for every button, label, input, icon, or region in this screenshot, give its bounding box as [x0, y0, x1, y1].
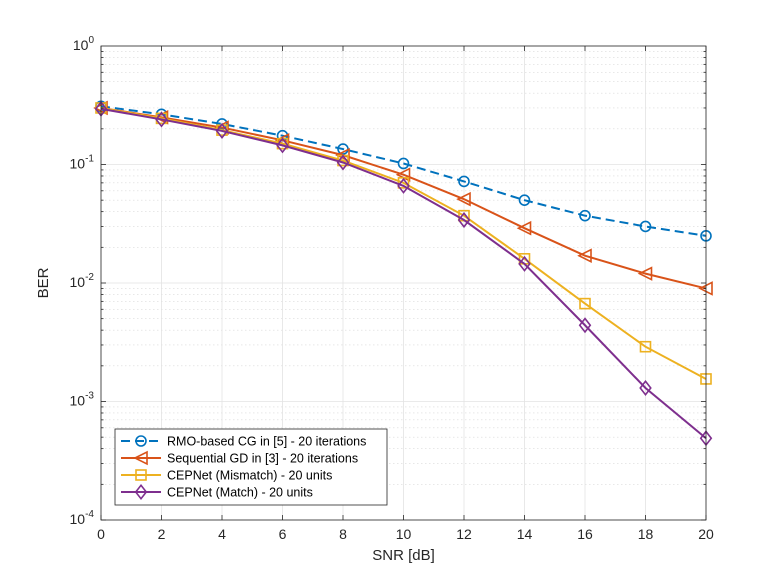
data-point — [397, 177, 410, 194]
data-point — [155, 111, 168, 128]
legend-label: CEPNet (Match) - 20 units — [167, 486, 313, 500]
data-point — [579, 297, 591, 310]
x-tick-label: 16 — [577, 526, 593, 542]
y-tick-label: 100 — [73, 35, 95, 53]
data-point — [516, 220, 532, 236]
data-point — [518, 194, 531, 206]
axis-ticks — [100, 46, 707, 521]
legend: RMO-based CG in [5] - 20 iterations Seque… — [114, 428, 388, 506]
series-line — [100, 105, 707, 237]
x-tick-label: 6 — [279, 526, 287, 542]
data-point — [579, 209, 591, 222]
data-point — [336, 154, 350, 171]
x-tick-label: 4 — [218, 526, 226, 542]
x-tick-label: 20 — [698, 526, 714, 542]
series-line — [100, 106, 707, 290]
x-tick-label: 10 — [396, 526, 412, 542]
y-tick-label: 10-2 — [70, 272, 95, 290]
y-axis-label: BER — [35, 267, 52, 298]
data-point — [397, 157, 410, 170]
x-axis-label: SNR [dB] — [372, 547, 435, 564]
data-point — [577, 248, 592, 263]
data-point — [133, 450, 148, 466]
legend-entry: CEPNet (Match) - 20 units — [121, 483, 313, 501]
data-point — [457, 211, 471, 229]
y-tick-labels: 100 10-1 10-2 10-3 10-4 — [70, 35, 95, 527]
data-point — [335, 147, 350, 163]
x-tick-label: 0 — [97, 526, 105, 542]
data-point — [639, 220, 652, 233]
series-line — [100, 107, 707, 439]
data-point — [135, 469, 147, 481]
data-point — [637, 266, 653, 281]
data-point — [456, 191, 471, 207]
legend-entry: RMO-based CG in [5] - 20 iterations — [121, 435, 366, 449]
y-tick-label: 10-3 — [70, 391, 95, 409]
legend-entry: Sequential GD in [3] - 20 iterations — [121, 450, 358, 466]
y-tick-label: 10-1 — [70, 154, 95, 172]
legend-entry: CEPNet (Mismatch) - 20 units — [121, 469, 332, 483]
series-layer — [93, 100, 713, 447]
data-point — [458, 175, 470, 188]
data-point — [134, 483, 148, 501]
legend-label: Sequential GD in [3] - 20 iterations — [167, 452, 358, 466]
x-tick-label: 12 — [456, 526, 472, 542]
data-point — [135, 435, 147, 447]
legend-label: CEPNet (Mismatch) - 20 units — [167, 469, 332, 483]
x-tick-label: 8 — [339, 526, 347, 542]
data-point — [639, 340, 652, 353]
legend-label: RMO-based CG in [5] - 20 iterations — [167, 435, 366, 449]
data-point — [215, 122, 229, 139]
data-point — [276, 137, 289, 154]
x-tick-labels: 0 2 4 6 8 10 12 14 16 18 20 — [97, 526, 714, 542]
x-tick-label: 2 — [158, 526, 166, 542]
data-point — [578, 317, 592, 334]
series-2 — [93, 100, 713, 296]
x-tick-label: 18 — [638, 526, 654, 542]
data-point — [639, 379, 652, 397]
data-point — [216, 118, 228, 130]
x-tick-label: 14 — [517, 526, 533, 542]
y-tick-label: 10-4 — [70, 509, 95, 527]
data-point — [518, 255, 531, 272]
series-4 — [94, 100, 713, 447]
